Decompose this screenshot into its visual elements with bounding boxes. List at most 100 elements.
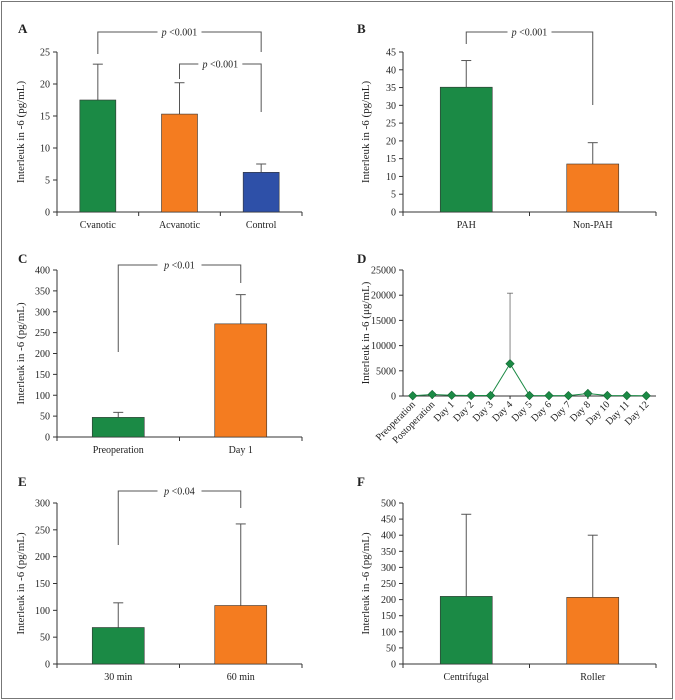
y-tick-label: 20	[40, 80, 50, 91]
data-point-marker	[427, 389, 437, 400]
y-tick-label: 250	[35, 525, 50, 536]
data-point-marker	[524, 390, 535, 401]
x-tick-label: Day 7	[549, 399, 574, 424]
y-tick-label: 10000	[371, 341, 396, 352]
p-symbol: p	[163, 261, 169, 272]
data-point-marker	[447, 390, 457, 400]
y-tick-label: 5	[391, 190, 396, 201]
y-tick-label: 350	[35, 286, 50, 297]
y-tick-label: 250	[35, 328, 50, 339]
x-tick-label: Day 1	[432, 399, 457, 424]
y-tick-label: 40	[386, 65, 396, 76]
bar-control	[242, 172, 280, 213]
panel-letter: A	[18, 21, 28, 36]
data-point-marker	[505, 359, 515, 369]
y-tick-label: 0	[45, 208, 50, 219]
bar-preoperation	[91, 417, 145, 438]
y-tick-label: 100	[381, 627, 396, 638]
y-tick-label: 200	[35, 349, 50, 360]
p-symbol: p	[511, 28, 517, 39]
y-tick-label: 15	[386, 154, 396, 165]
data-point-marker	[544, 391, 554, 401]
y-tick-label: 25000	[371, 266, 396, 277]
x-tick-label: Day 5	[510, 399, 535, 424]
bar-non-pah	[566, 163, 620, 213]
significance-bracket: p <0.001	[465, 26, 594, 105]
data-point-marker	[563, 391, 574, 401]
bar-30-min	[91, 627, 145, 665]
bar-60-min	[214, 605, 268, 665]
p-symbol: p	[202, 60, 208, 71]
y-tick-label: 20	[386, 136, 396, 147]
x-tick-label: 30 min	[104, 672, 132, 683]
x-tick-label: Control	[246, 220, 277, 231]
panel-A: A Interleuk in -6 (pg/mL) 0 5 10 15 20 25 Cvanot…	[15, 21, 303, 231]
y-tick-label: 50	[40, 633, 50, 644]
bar-pah	[439, 86, 493, 213]
y-tick-label: 0	[391, 208, 396, 219]
p-value: <0.001	[167, 28, 198, 39]
charts-group: A Interleuk in -6 (pg/mL) 0 5 10 15 20 25 Cvanot…	[15, 21, 657, 683]
data-point-marker	[583, 388, 593, 399]
x-tick-label: Non-PAH	[573, 220, 613, 231]
y-tick-label: 350	[381, 547, 396, 558]
bar-centrifugal	[439, 596, 493, 665]
data-point-marker	[408, 391, 418, 401]
panel-B: B Interleuk in -6 (pg/mL) 0 5 10 15 20 25 30 35 40…	[357, 21, 657, 231]
y-tick-label: 0	[45, 660, 50, 671]
p-value: <0.001	[208, 60, 239, 71]
y-tick-label: 100	[35, 606, 50, 617]
y-tick-label: 45	[386, 48, 396, 59]
y-tick-label: 10	[386, 172, 396, 183]
significance-bracket: p <0.001	[97, 26, 262, 54]
data-point-marker	[485, 390, 496, 401]
p-value-label: p <0.04	[163, 487, 195, 498]
p-value-label: p <0.001	[202, 60, 239, 71]
y-tick-label: 400	[381, 531, 396, 542]
bracket-line	[117, 490, 242, 545]
y-tick-label: 5000	[376, 366, 396, 377]
x-tick-label: Day 2	[451, 399, 476, 424]
panel-E: E Interleuk in -6 (pg/mL) 0 50 100 150 200 250 3…	[15, 474, 303, 683]
data-point-marker	[641, 391, 651, 401]
bracket-label-bg	[157, 485, 202, 496]
x-tick-label: Day 6	[529, 399, 554, 424]
y-tick-label: 150	[381, 611, 396, 622]
p-value-label: p <0.01	[163, 261, 195, 272]
data-point-marker	[466, 390, 476, 401]
x-tick-label: Day 3	[471, 399, 496, 424]
y-tick-label: 500	[381, 499, 396, 510]
significance-bracket: p <0.001	[179, 58, 262, 112]
y-tick-label: 200	[35, 552, 50, 563]
y-tick-label: 450	[381, 515, 396, 526]
y-tick-label: 100	[35, 391, 50, 402]
y-tick-label: 25	[40, 48, 50, 59]
bracket-label-bg	[507, 26, 552, 37]
y-tick-label: 150	[35, 370, 50, 381]
significance-bracket: p <0.04	[117, 485, 242, 545]
x-tick-label: Centrifugal	[443, 672, 489, 683]
y-tick-label: 200	[381, 595, 396, 606]
panel-F: F Interleuk in -6 (pg/mL) 0 50 100 150 200 250 3…	[357, 474, 657, 683]
y-tick-label: 150	[35, 579, 50, 590]
y-tick-label: 50	[40, 412, 50, 423]
y-tick-label: 300	[381, 563, 396, 574]
p-value: <0.04	[169, 487, 195, 498]
x-tick-label: Day 4	[490, 399, 515, 424]
y-tick-label: 15	[40, 112, 50, 123]
y-tick-label: 15000	[371, 316, 396, 327]
y-tick-label: 400	[35, 266, 50, 277]
y-axis-label: Interleuk in -6 (pg/mL)	[15, 532, 27, 635]
y-tick-label: 35	[386, 83, 396, 94]
y-tick-label: 300	[35, 499, 50, 510]
y-tick-label: 20000	[371, 291, 396, 302]
y-axis-label: Interleuk in -6 (pg/mL)	[360, 81, 372, 184]
y-axis-label: Interleuk in -6 (μg/mL)	[360, 281, 372, 384]
p-value: <0.01	[169, 261, 195, 272]
y-tick-label: 25	[386, 119, 396, 130]
panel-letter: C	[18, 251, 27, 266]
y-tick-label: 5	[45, 176, 50, 187]
panel-letter: D	[357, 251, 366, 266]
p-symbol: p	[163, 487, 169, 498]
